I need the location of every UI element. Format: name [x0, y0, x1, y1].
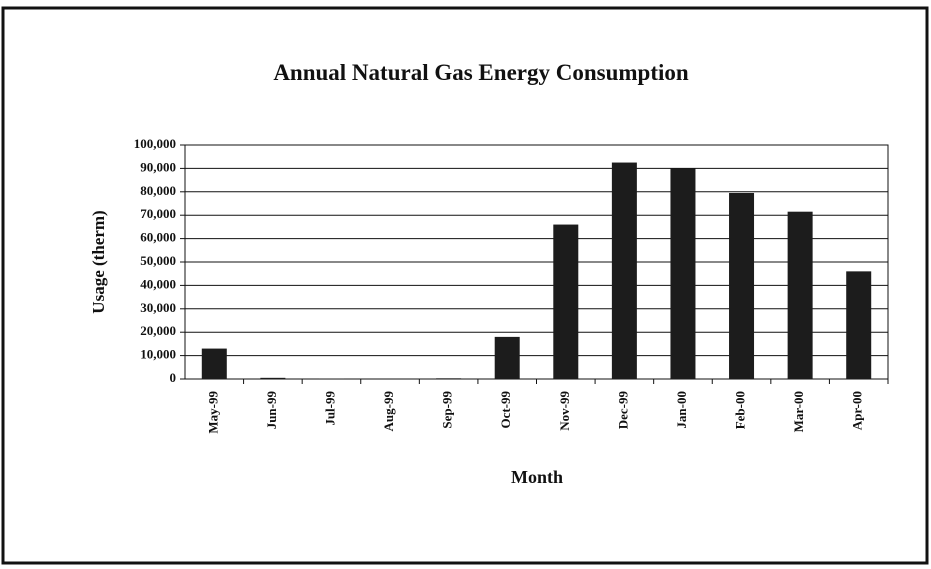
y-tick-label: 50,000 — [140, 253, 176, 268]
bar — [494, 336, 520, 379]
y-tick-label: 70,000 — [140, 206, 176, 221]
y-tick-label: 80,000 — [140, 183, 176, 198]
y-tick-label: 0 — [170, 370, 177, 385]
x-tick-label: Nov-99 — [557, 391, 572, 431]
x-tick-label: May-99 — [205, 391, 220, 434]
x-tick-label: Oct-99 — [498, 391, 513, 429]
bar — [729, 192, 755, 379]
y-tick-label: 100,000 — [134, 136, 176, 151]
bar — [611, 162, 637, 379]
bar — [553, 224, 579, 379]
x-tick-label: Mar-00 — [791, 391, 806, 432]
x-axis-label: Month — [511, 467, 563, 487]
x-tick-label: Feb-00 — [733, 391, 748, 429]
y-tick-label: 90,000 — [140, 159, 176, 174]
bar — [436, 378, 462, 379]
y-tick-label: 20,000 — [140, 323, 176, 338]
x-tick-label: Jul-99 — [322, 391, 337, 426]
x-tick-label: Sep-99 — [440, 391, 455, 429]
x-tick-label: Apr-00 — [850, 391, 865, 430]
y-tick-label: 60,000 — [140, 230, 176, 245]
x-tick-label: Aug-99 — [381, 391, 396, 432]
bar — [787, 211, 813, 379]
y-tick-label: 10,000 — [140, 347, 176, 362]
bar — [670, 168, 696, 379]
bar — [846, 271, 872, 379]
bar — [201, 348, 227, 379]
x-tick-label: Jun-99 — [264, 391, 279, 430]
y-tick-label: 30,000 — [140, 300, 176, 315]
x-tick-label: Jan-00 — [674, 391, 689, 429]
y-axis-label: Usage (therm) — [89, 210, 108, 313]
chart-title: Annual Natural Gas Energy Consumption — [273, 60, 689, 85]
x-tick-label: Dec-99 — [615, 391, 630, 430]
frame — [1, 6, 929, 565]
y-tick-label: 40,000 — [140, 276, 176, 291]
bar — [260, 377, 286, 379]
